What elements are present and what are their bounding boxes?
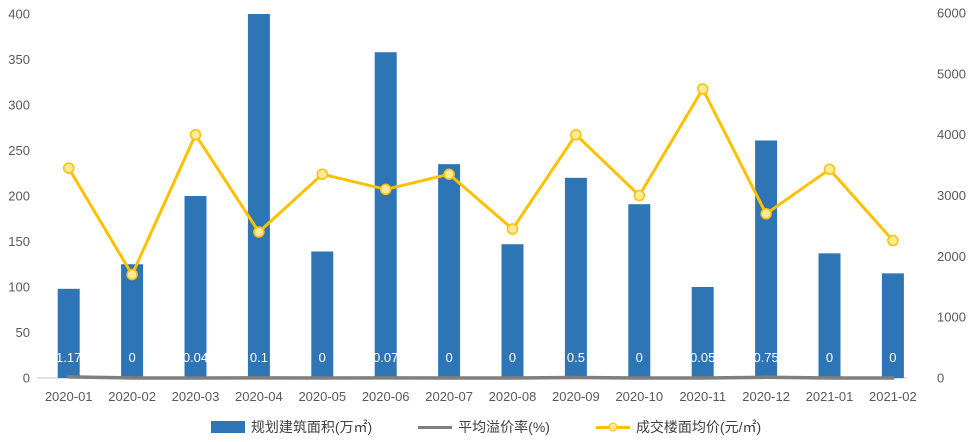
legend-swatch-gray-line [418, 425, 453, 429]
x-axis-category-label: 2020-09 [552, 389, 600, 404]
x-axis-category-label: 2020-04 [235, 389, 283, 404]
right-axis-tick-label: 2000 [937, 249, 966, 264]
legend-swatch-bar [210, 421, 245, 433]
left-axis-tick-label: 350 [8, 52, 30, 67]
premium-rate-data-label: 0.5 [567, 350, 585, 365]
bar-planned-area[interactable] [374, 52, 397, 378]
floor-price-marker[interactable] [887, 234, 899, 247]
left-axis-tick-label: 200 [8, 189, 30, 204]
premium-rate-data-label: 0 [826, 350, 833, 365]
legend-marker-circle-icon [608, 422, 618, 432]
bar-planned-area[interactable] [247, 14, 270, 378]
x-axis-category-label: 2020-12 [742, 389, 790, 404]
x-axis-category-label: 2020-02 [108, 389, 156, 404]
floor-price-marker[interactable] [506, 223, 519, 235]
floor-price-marker[interactable] [379, 183, 392, 196]
x-axis-category-label: 2021-02 [869, 389, 917, 404]
x-axis-category-label: 2020-08 [489, 389, 537, 404]
x-axis-category-label: 2020-05 [298, 389, 346, 404]
floor-price-marker[interactable] [696, 83, 709, 95]
bar-planned-area[interactable] [755, 140, 778, 378]
floor-price-marker[interactable] [633, 189, 646, 202]
bar-planned-area[interactable] [438, 164, 461, 378]
premium-rate-data-label: 0 [445, 350, 452, 365]
floor-price-marker[interactable] [760, 208, 772, 220]
premium-rate-data-label: 0.05 [690, 350, 715, 365]
legend-item-floor-price[interactable]: 成交楼面均价(元/㎡) [595, 417, 762, 437]
chart-legend: 规划建筑面积(万㎡) 平均溢价率(%) 成交楼面均价(元/㎡) [0, 417, 972, 437]
floor-price-marker[interactable] [443, 168, 455, 180]
x-axis-category-label: 2020-11 [679, 389, 726, 404]
x-axis-category-label: 2021-01 [806, 389, 854, 404]
premium-rate-data-label: 0.75 [753, 350, 778, 365]
legend-label-planned-area: 规划建筑面积(万㎡) [250, 419, 373, 435]
right-axis-tick-label: 6000 [937, 6, 966, 21]
line-premium-rate[interactable] [66, 375, 895, 380]
legend-swatch-yellow-line [595, 422, 630, 432]
floor-price-marker[interactable] [823, 163, 836, 176]
premium-rate-data-label: 0 [889, 350, 896, 365]
floor-price-marker[interactable] [189, 128, 202, 141]
bar-planned-area[interactable] [818, 253, 841, 378]
right-axis-tick-label: 1000 [937, 310, 966, 325]
x-axis-category-label: 2020-06 [362, 389, 410, 404]
floor-price-marker[interactable] [316, 168, 329, 180]
right-axis-tick-label: 5000 [937, 66, 966, 81]
right-axis-tick-label: 3000 [937, 188, 966, 203]
x-axis-category-label: 2020-01 [45, 389, 93, 404]
premium-rate-data-label: 0.04 [183, 350, 208, 365]
left-axis-tick-label: 400 [8, 7, 30, 22]
bar-planned-area[interactable] [501, 244, 524, 378]
floor-price-marker[interactable] [62, 162, 75, 174]
left-axis-tick-label: 150 [8, 234, 30, 249]
left-axis-tick-label: 0 [23, 371, 30, 386]
bar-planned-area[interactable] [691, 287, 714, 378]
left-axis-tick-label: 300 [8, 98, 30, 113]
premium-rate-data-label: 0.1 [250, 350, 268, 365]
line-floor-price[interactable] [67, 87, 895, 277]
floor-price-marker[interactable] [570, 128, 582, 141]
legend-item-planned-area[interactable]: 规划建筑面积(万㎡) [210, 417, 373, 437]
floor-price-marker[interactable] [126, 268, 138, 281]
bar-planned-area[interactable] [121, 264, 144, 378]
x-axis-category-label: 2020-10 [615, 389, 663, 404]
x-axis-category-label: 2020-07 [425, 389, 473, 404]
premium-rate-data-label: 0 [319, 350, 326, 365]
left-axis-tick-label: 50 [16, 325, 30, 340]
premium-rate-data-label: 0 [509, 350, 516, 365]
premium-rate-data-label: 0 [128, 350, 135, 365]
right-axis-tick-label: 0 [937, 371, 944, 386]
bar-planned-area[interactable] [184, 196, 207, 378]
premium-rate-data-label: 0.07 [373, 350, 398, 365]
bar-planned-area[interactable] [628, 204, 651, 378]
bar-planned-area[interactable] [311, 251, 334, 378]
right-axis-tick-label: 4000 [937, 127, 966, 142]
floor-price-marker[interactable] [253, 226, 265, 238]
legend-label-floor-price: 成交楼面均价(元/㎡) [635, 419, 762, 435]
bar-planned-area[interactable] [57, 288, 80, 378]
premium-rate-data-label: 1.17 [56, 350, 81, 365]
premium-rate-data-label: 0 [636, 350, 643, 365]
left-axis-tick-label: 100 [8, 280, 30, 295]
legend-label-premium-rate: 平均溢价率(%) [458, 419, 550, 435]
left-axis-tick-label: 250 [8, 143, 30, 158]
legend-item-premium-rate[interactable]: 平均溢价率(%) [418, 417, 550, 437]
bar-planned-area[interactable] [564, 177, 587, 378]
bar-planned-area[interactable] [881, 273, 904, 378]
x-axis-category-label: 2020-03 [172, 389, 220, 404]
